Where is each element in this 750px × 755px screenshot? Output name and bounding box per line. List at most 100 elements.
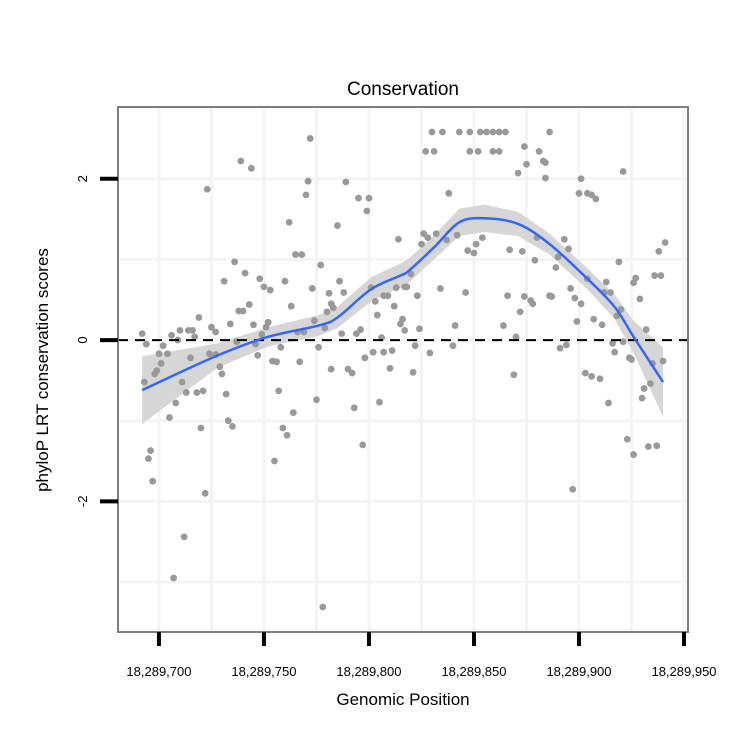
data-point [453, 231, 461, 239]
data-point [571, 294, 579, 302]
data-point [163, 350, 171, 358]
data-point [203, 185, 211, 193]
data-point [455, 128, 463, 136]
data-point [159, 342, 167, 350]
data-point [155, 350, 163, 358]
data-point [287, 302, 295, 310]
x-tick-label: 18,289,700 [126, 664, 191, 679]
x-tick-label: 18,289,950 [651, 664, 716, 679]
data-point [554, 253, 562, 261]
data-point [334, 222, 341, 229]
data-point [191, 333, 199, 341]
data-point [464, 247, 472, 254]
data-point [520, 293, 528, 300]
y-tick-label: 2 [75, 175, 90, 182]
data-point [535, 147, 543, 155]
data-point [567, 285, 574, 292]
data-point [296, 358, 304, 366]
data-point [218, 370, 226, 378]
data-point [168, 331, 175, 339]
data-point [518, 247, 526, 255]
data-point [258, 331, 266, 338]
data-point [216, 363, 224, 371]
data-point [142, 340, 150, 348]
data-point [628, 356, 635, 363]
data-point [201, 489, 209, 497]
x-tick-label: 18,289,750 [231, 664, 296, 679]
data-point [260, 283, 268, 291]
data-point [365, 194, 373, 202]
data-point [348, 369, 356, 377]
data-point [409, 368, 417, 376]
data-point [327, 300, 335, 308]
data-point [176, 326, 184, 334]
data-point [443, 236, 451, 244]
data-point [277, 343, 285, 351]
data-point [562, 341, 570, 349]
data-point [247, 164, 255, 172]
data-point [546, 128, 553, 136]
data-point [420, 230, 427, 238]
y-axis-title: phyloP LRT conservation scores [33, 248, 52, 492]
data-point [560, 235, 568, 243]
data-point [386, 364, 394, 372]
data-point [466, 147, 474, 155]
data-point [466, 128, 474, 136]
data-point [327, 365, 335, 373]
data-point [413, 292, 421, 300]
data-point [313, 396, 320, 404]
data-point [226, 320, 234, 328]
data-point [321, 324, 329, 332]
data-point [565, 245, 572, 253]
data-point [323, 308, 331, 316]
data-point [495, 128, 503, 136]
data-point [394, 235, 402, 243]
data-point [577, 175, 585, 183]
data-point [302, 191, 310, 199]
data-point [415, 325, 423, 333]
data-point [630, 451, 638, 458]
data-point [575, 189, 583, 197]
data-point [552, 264, 560, 271]
data-point [224, 417, 232, 425]
data-point [569, 485, 577, 493]
data-point [430, 147, 438, 155]
data-point [541, 159, 549, 167]
data-point [445, 189, 453, 197]
data-point [229, 422, 236, 430]
data-point [359, 441, 367, 449]
data-point [147, 447, 154, 454]
data-point [336, 277, 343, 285]
data-point [384, 292, 392, 300]
data-point [470, 249, 478, 257]
chart-title: Conservation [347, 79, 459, 100]
data-point [304, 177, 312, 185]
smooth-curve [141, 216, 665, 392]
x-axis: 18,289,700 18,289,750 18,289,800 18,289,850… [126, 632, 717, 679]
data-point [172, 399, 180, 407]
data-point [523, 160, 530, 168]
data-point [178, 378, 186, 386]
data-point [373, 311, 381, 319]
data-point [157, 360, 165, 367]
data-point [397, 320, 404, 328]
data-point [657, 272, 665, 279]
data-point [529, 300, 537, 308]
data-point [285, 218, 293, 226]
data-point [619, 338, 627, 346]
data-point [424, 234, 432, 242]
x-tick-label: 18,289,800 [336, 664, 401, 679]
data-point [607, 289, 614, 296]
data-point [355, 194, 362, 202]
data-point [659, 357, 667, 365]
data-point [310, 317, 318, 325]
data-point [166, 414, 173, 421]
data-point [170, 574, 178, 582]
data-point [392, 284, 400, 292]
data-point [212, 328, 220, 336]
data-point [642, 326, 650, 333]
data-point [271, 457, 278, 465]
data-point [499, 322, 507, 329]
data-point [611, 348, 619, 356]
data-point [504, 292, 511, 300]
